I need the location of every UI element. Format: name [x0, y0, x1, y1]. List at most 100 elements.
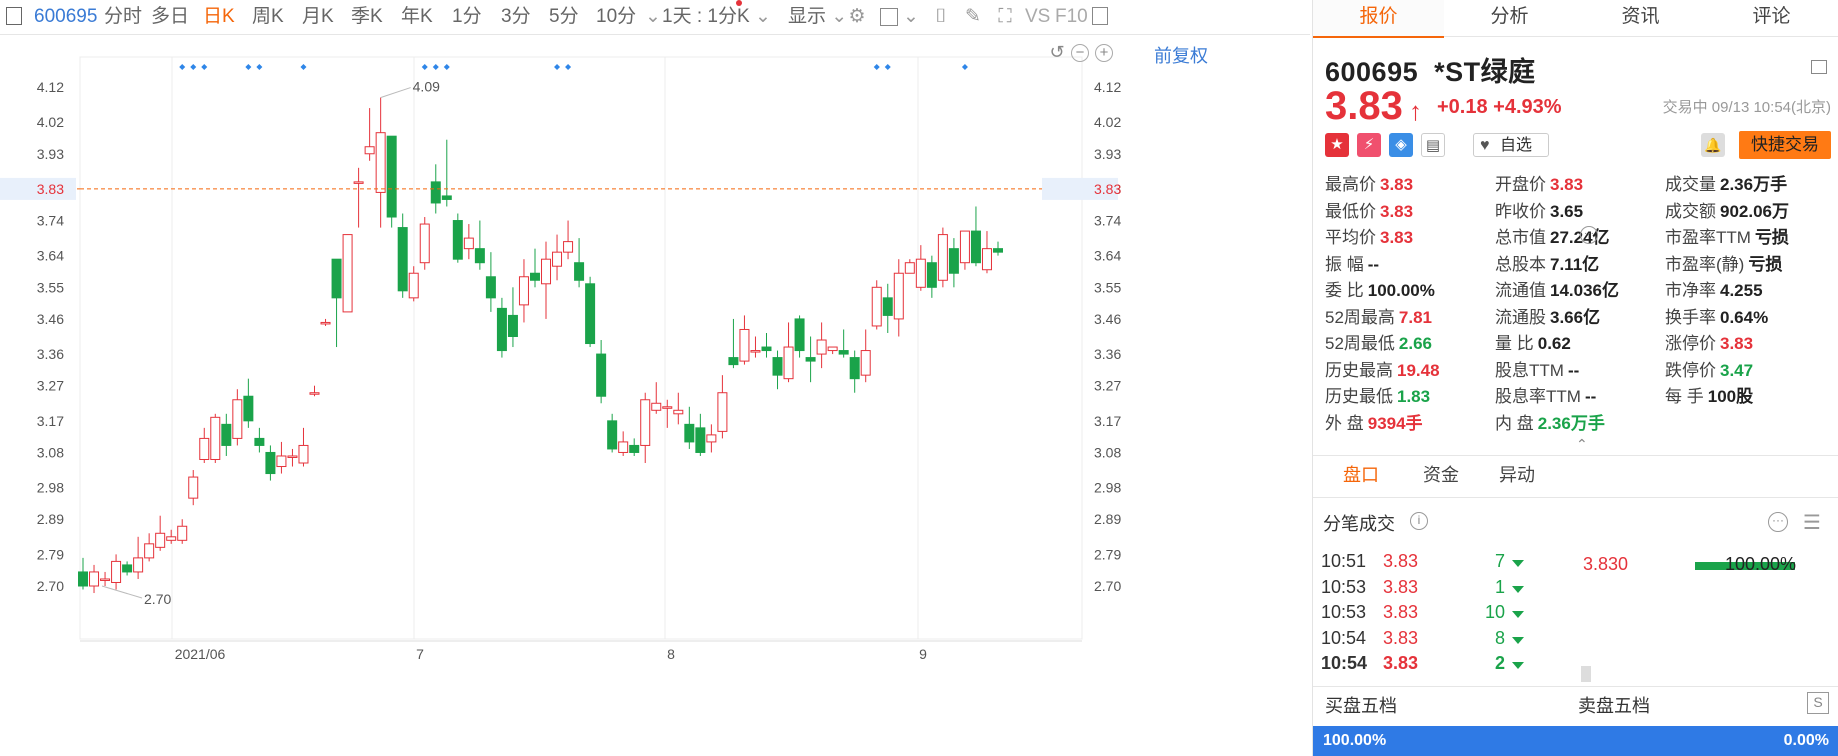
period-tab-daily[interactable]: 日K [203, 6, 235, 27]
more-icon[interactable]: ··· [1768, 512, 1788, 532]
signal-diamond [432, 64, 439, 70]
period-tab-intraday[interactable]: 分时 [104, 6, 143, 27]
fullscreen-icon[interactable]: ⛶ [998, 6, 1012, 27]
period-tab-monthly[interactable]: 月K [302, 6, 334, 27]
tick-time: 10:54 [1321, 627, 1367, 648]
period-tab-yearly[interactable]: 年K [401, 6, 433, 27]
candle-down [882, 297, 893, 316]
chevron-down-icon: ⌄ [754, 6, 771, 27]
period-tab-10min[interactable]: 10分 [596, 6, 637, 27]
tick-time: 10:54 [1321, 653, 1368, 673]
candle-down [452, 220, 463, 260]
y-tick-label-right: 2.89 [1094, 511, 1121, 527]
y-tick-label-left: 3.93 [37, 146, 64, 162]
period-tab-1min[interactable]: 1分 [452, 6, 482, 27]
low-annotation-label: 2.70 [144, 591, 171, 607]
candle-down [265, 451, 276, 475]
chevron-down-icon: ⌄ [831, 6, 848, 27]
compare-vs-button[interactable]: VS [1025, 6, 1051, 27]
candle-up [309, 392, 320, 395]
down-arrow-icon [1512, 611, 1524, 618]
tick-scrollbar[interactable] [1581, 666, 1591, 682]
quote-label: 52周最高 [1325, 307, 1395, 327]
tab-analysis[interactable]: 分析 [1490, 6, 1529, 27]
signal-diamond [421, 64, 428, 70]
candle-down [243, 395, 254, 422]
period-tab-multiday[interactable]: 多日 [151, 6, 190, 27]
quote-cell: 流通股 3.66亿 [1495, 303, 1600, 328]
quote-label: 跌停价 [1665, 360, 1716, 380]
add-watchlist-button[interactable]: ♥ 自选 [1473, 133, 1549, 157]
interval-select[interactable]: 1天 : 1分K ⌄ [662, 4, 771, 30]
zoom-out-icon[interactable]: − [1071, 44, 1089, 62]
period-tab-weekly[interactable]: 周K [252, 6, 284, 27]
display-menu[interactable]: 显示 ⌄ [788, 4, 847, 30]
list-icon[interactable]: ☰ [1803, 512, 1821, 534]
pencil-icon[interactable]: ✎ [965, 6, 981, 27]
panel-toggle-icon[interactable] [1092, 7, 1108, 25]
draw-rectangle-icon[interactable] [880, 8, 898, 26]
candle-up [706, 434, 717, 443]
more-icon[interactable]: ··· [1580, 226, 1598, 244]
chevron-up-icon[interactable]: ⌃ [1576, 436, 1588, 452]
settings-gear-icon[interactable]: ⚙ [848, 6, 866, 27]
price-label-bg-left [0, 177, 76, 200]
flash-icon[interactable]: ⚡ [1357, 133, 1381, 157]
info-icon[interactable]: i [1410, 512, 1428, 530]
tab-capital-flow[interactable]: 资金 [1423, 465, 1459, 485]
candle-down [805, 357, 816, 362]
undo-icon[interactable]: ↺ [1049, 42, 1065, 62]
candle-up [375, 132, 386, 193]
zoom-in-icon[interactable]: + [1095, 44, 1113, 62]
tab-unusual-moves[interactable]: 异动 [1499, 465, 1535, 485]
y-tick-label-right: 3.27 [1094, 378, 1121, 394]
candle-down [794, 318, 805, 352]
quick-trade-button[interactable]: 快捷交易 [1739, 131, 1831, 159]
candle-up [276, 455, 287, 468]
quote-label: 历史最高 [1325, 360, 1393, 380]
period-tab-5min[interactable]: 5分 [549, 6, 579, 27]
tab-news[interactable]: 资讯 [1621, 6, 1660, 27]
quote-cell: 最低价 3.83 [1325, 197, 1413, 222]
kline-chart[interactable]: 4.12 4.12 4.02 4.02 3.93 3.93 3.83 3.83 3.74 3.74… [0, 35, 1310, 756]
bell-icon[interactable]: 🔔 [1701, 133, 1725, 157]
candle-up [353, 181, 364, 184]
china-flag-icon: ★ [1325, 133, 1349, 157]
candle-down [585, 283, 596, 345]
quote-label: 市盈率(静) [1665, 254, 1745, 274]
book-settings-icon[interactable]: S [1807, 692, 1829, 714]
candle-down [574, 262, 585, 281]
candle-up [188, 476, 199, 499]
candle-up [827, 346, 838, 352]
quote-cell: 市盈率TTM 亏损 [1665, 223, 1789, 248]
menu-icon[interactable] [1811, 60, 1827, 74]
tab-comments[interactable]: 评论 [1752, 6, 1791, 27]
tab-order-book[interactable]: 盘口 [1343, 465, 1379, 485]
candle-down [695, 427, 706, 453]
signal-diamond [245, 64, 252, 70]
tag-icon[interactable]: ◈ [1389, 133, 1413, 157]
quote-value: 19.48 [1397, 360, 1440, 380]
sidebar-toggle-icon[interactable] [6, 7, 22, 25]
forward-adjusted-toggle[interactable]: 前复权 [1154, 46, 1208, 66]
bookmark-icon[interactable]: ▤ [1421, 133, 1445, 157]
candle-up [563, 241, 574, 253]
quote-cell: 每 手 100股 [1665, 382, 1753, 407]
panel-tabs: 报价 分析 资讯 评论 [1313, 0, 1838, 38]
tab-quote[interactable]: 报价 [1313, 0, 1444, 38]
candle-up [199, 437, 210, 460]
sell-ratio: 0.00% [1783, 732, 1829, 749]
stock-code-link[interactable]: 600695 [34, 6, 98, 27]
f10-button[interactable]: F10 [1055, 6, 1088, 27]
period-tab-3min[interactable]: 3分 [501, 6, 531, 27]
quote-row: 最高价 3.83 开盘价 3.83 成交量 2.36万手 [1325, 170, 1835, 196]
camera-icon[interactable]: ⌷ [935, 6, 947, 27]
buy-book-title: 买盘五档 [1325, 696, 1397, 716]
candle-up [287, 455, 298, 458]
quote-label: 涨停价 [1665, 334, 1716, 353]
y-tick-label-right: 3.17 [1094, 413, 1121, 429]
y-tick-label-right: 3.55 [1094, 279, 1121, 295]
period-tab-quarterly[interactable]: 季K [351, 6, 383, 27]
chevron-down-icon[interactable]: ⌄ [903, 6, 919, 27]
chevron-down-icon[interactable]: ⌄ [645, 6, 661, 27]
